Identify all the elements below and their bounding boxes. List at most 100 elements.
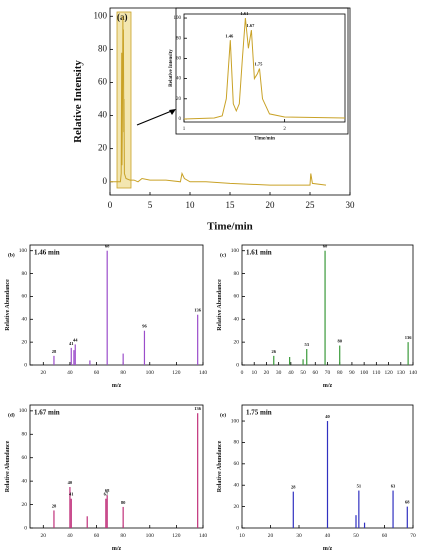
panel-label: (e) xyxy=(220,411,226,418)
plot-frame xyxy=(29,404,204,529)
x-tick-label: 2 xyxy=(283,127,286,132)
x-tick-label: 140 xyxy=(199,533,208,539)
y-tick-label: 60 xyxy=(234,461,240,467)
peak-label: 41 xyxy=(69,492,74,497)
y-tick-label: 0 xyxy=(236,525,239,531)
peak-label: 41 xyxy=(69,341,74,346)
peak-label: 136 xyxy=(405,335,413,340)
y-tick-label: 0 xyxy=(236,362,239,368)
panel-subtitle: 1.75 min xyxy=(246,409,272,417)
y-tick-label: 40 xyxy=(22,317,28,323)
x-axis-label: m/z xyxy=(112,383,122,389)
panel-subtitle: 1.67 min xyxy=(34,409,60,417)
x-tick-label: 40 xyxy=(325,533,331,539)
x-tick-label: 10 xyxy=(251,370,257,376)
peak-label: 1.75 xyxy=(255,62,264,67)
x-axis-label: Time/min xyxy=(207,220,253,232)
peak-label: 44 xyxy=(73,337,78,342)
panel-label: (d) xyxy=(8,411,15,418)
x-tick-label: 30 xyxy=(296,533,302,539)
chromatogram-line xyxy=(110,16,327,186)
y-tick-label: 0 xyxy=(24,525,27,531)
peak-label: 28 xyxy=(291,485,296,490)
y-axis-label: Relative Abundance xyxy=(217,279,223,331)
inset-frame xyxy=(175,7,349,135)
x-tick-label: 70 xyxy=(325,370,331,376)
x-tick-label: 100 xyxy=(146,370,155,376)
x-tick-label: 60 xyxy=(94,533,100,539)
x-tick-label: 40 xyxy=(67,533,73,539)
x-tick-label: 70 xyxy=(410,533,416,539)
y-tick-label: 40 xyxy=(98,110,108,120)
y-tick-label: 60 xyxy=(22,455,28,461)
x-tick-label: 120 xyxy=(384,370,393,376)
x-tick-label: 10 xyxy=(239,533,245,539)
x-tick-label: 30 xyxy=(346,200,356,210)
y-tick-label: 40 xyxy=(234,317,240,323)
y-tick-label: 80 xyxy=(234,440,240,446)
x-tick-label: 90 xyxy=(349,370,355,376)
x-tick-label: 20 xyxy=(268,533,274,539)
x-tick-label: 10 xyxy=(186,200,196,210)
y-tick-label: 80 xyxy=(234,271,240,277)
plot-frame xyxy=(183,13,346,123)
y-tick-label: 100 xyxy=(231,418,240,424)
panel-label: (c) xyxy=(220,251,226,258)
y-axis-label: Relative Abundance xyxy=(5,440,11,492)
x-tick-label: 30 xyxy=(276,370,282,376)
peak-label: 1.67 xyxy=(246,23,255,28)
peak-label: 51 xyxy=(357,484,362,489)
y-tick-label: 60 xyxy=(98,77,108,87)
y-tick-label: 0 xyxy=(103,176,108,186)
y-tick-label: 80 xyxy=(176,36,182,41)
y-tick-label: 100 xyxy=(231,248,240,254)
x-tick-label: 20 xyxy=(266,200,276,210)
x-axis-label: Time/min xyxy=(254,137,275,142)
y-tick-label: 100 xyxy=(19,248,28,254)
peak-label: 28 xyxy=(52,349,57,354)
y-tick-label: 40 xyxy=(234,482,240,488)
x-tick-label: 5 xyxy=(148,200,153,210)
y-tick-label: 60 xyxy=(176,57,182,62)
y-tick-label: 0 xyxy=(179,117,182,122)
x-tick-label: 120 xyxy=(172,533,181,539)
x-tick-label: 20 xyxy=(41,533,47,539)
x-tick-label: 100 xyxy=(360,370,369,376)
x-tick-label: 20 xyxy=(264,370,270,376)
y-tick-label: 100 xyxy=(94,10,108,20)
y-tick-label: 100 xyxy=(19,408,28,414)
peak-label: 80 xyxy=(121,500,126,505)
peak-label: 136 xyxy=(194,308,202,313)
plot-frame xyxy=(241,244,414,366)
x-tick-label: 1 xyxy=(183,127,186,132)
peak-label: 68 xyxy=(105,488,110,493)
x-tick-label: 0 xyxy=(108,200,113,210)
y-tick-label: 40 xyxy=(176,77,182,82)
x-tick-label: 80 xyxy=(120,533,126,539)
x-tick-label: 25 xyxy=(306,200,316,210)
arrow xyxy=(136,109,175,126)
peak-label: 26 xyxy=(272,349,277,354)
x-tick-label: 0 xyxy=(241,370,244,376)
x-axis-label: m/z xyxy=(112,546,122,550)
x-tick-label: 60 xyxy=(382,533,388,539)
peak-label: 1.61 xyxy=(240,11,249,16)
y-tick-label: 20 xyxy=(176,97,182,102)
x-tick-label: 60 xyxy=(94,370,100,376)
peak-label: 40 xyxy=(68,480,73,485)
peak-label: 136 xyxy=(194,406,202,411)
chromatogram-line xyxy=(183,17,346,120)
x-tick-label: 110 xyxy=(372,370,380,376)
peak-label: 68 xyxy=(323,244,328,249)
x-axis-label: m/z xyxy=(323,383,333,389)
y-tick-label: 0 xyxy=(24,362,27,368)
x-tick-label: 20 xyxy=(41,370,47,376)
peak-label: 68 xyxy=(405,500,410,505)
peak-label: 40 xyxy=(325,414,330,419)
x-tick-label: 100 xyxy=(146,533,155,539)
x-tick-label: 120 xyxy=(172,370,181,376)
y-tick-label: 20 xyxy=(98,143,108,153)
y-tick-label: 60 xyxy=(22,294,28,300)
